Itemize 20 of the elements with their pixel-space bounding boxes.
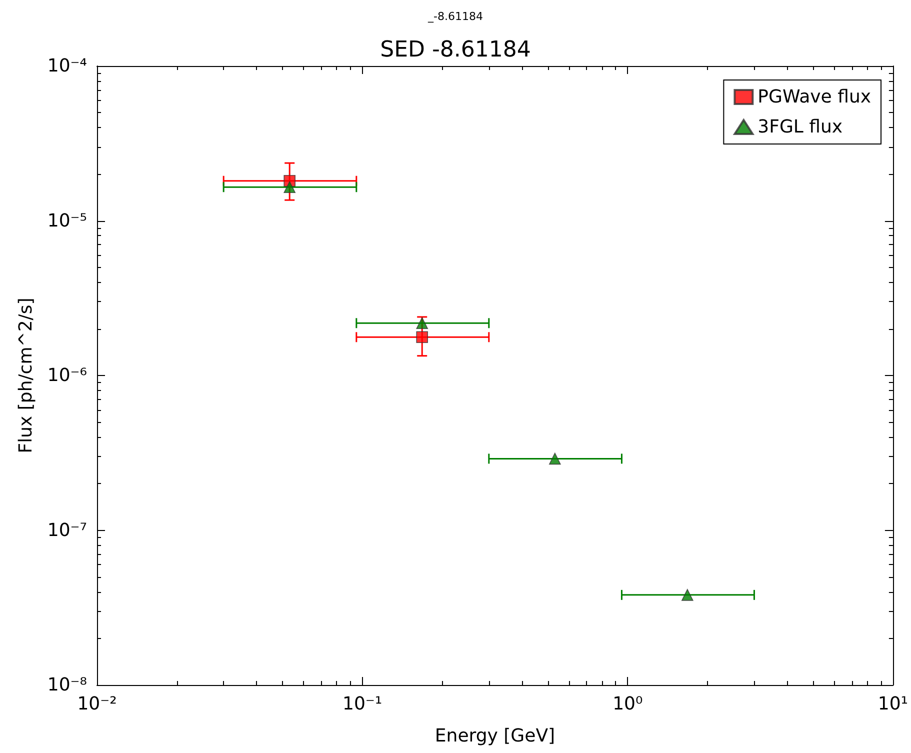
y-tick-label: 10⁻⁸: [47, 674, 87, 696]
legend-label: 3FGL flux: [758, 116, 843, 138]
chart-subtitle: _-8.61184: [427, 10, 483, 23]
point: [284, 181, 296, 193]
point: [416, 317, 428, 330]
chart-title: SED -8.61184: [380, 38, 531, 62]
x-axis-title: Energy [GeV]: [434, 726, 556, 746]
y-tick-label: 10⁻⁴: [47, 56, 87, 76]
y-tick-label: 10⁻⁶: [47, 365, 87, 386]
y-axis-title: Flux [ph/cm^2/s]: [16, 298, 36, 454]
x-tick-label: 10⁻²: [77, 694, 117, 714]
x-tick-label: 10¹: [878, 694, 908, 714]
y-tick-label: 10⁻⁷: [47, 520, 87, 541]
point: [549, 452, 561, 465]
x-tick-label: 10⁰: [612, 694, 643, 714]
point: [416, 331, 428, 344]
point: [682, 589, 694, 601]
x-tick-label: 10⁻¹: [342, 694, 382, 714]
legend-label: PGWave flux: [758, 86, 872, 108]
y-tick-label: 10⁻⁵: [47, 210, 87, 232]
